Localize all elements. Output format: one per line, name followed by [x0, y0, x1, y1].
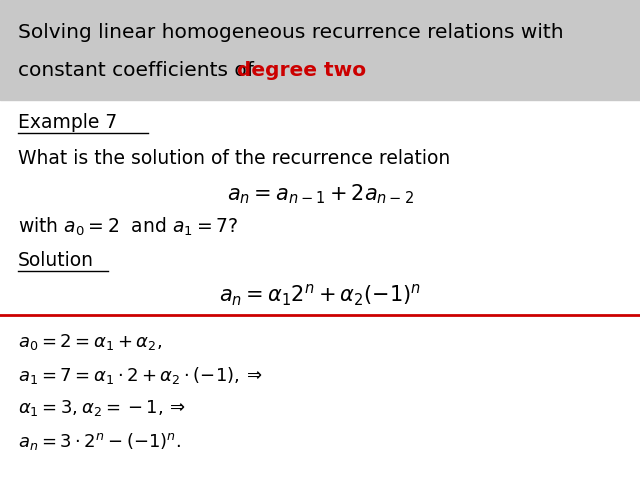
- Bar: [0, 0, 640, 100]
- Text: $a_1 = 7 = \alpha_1 \cdot 2 + \alpha_2 \cdot (-1), \Rightarrow$: $a_1 = 7 = \alpha_1 \cdot 2 + \alpha_2 \…: [18, 364, 262, 385]
- Text: $a_0 = 2 = \alpha_1 + \alpha_2,$: $a_0 = 2 = \alpha_1 + \alpha_2,$: [18, 332, 162, 352]
- Text: Solution: Solution: [18, 251, 94, 269]
- Text: $a_n = a_{n-1} + 2a_{n-2}$: $a_n = a_{n-1} + 2a_{n-2}$: [227, 182, 413, 206]
- Text: with $a_0 = 2$  and $a_1 = 7$?: with $a_0 = 2$ and $a_1 = 7$?: [18, 216, 238, 238]
- Text: $\alpha_1 = 3, \alpha_2 = -1, \Rightarrow$: $\alpha_1 = 3, \alpha_2 = -1, \Rightarro…: [18, 398, 186, 418]
- Text: Solving linear homogeneous recurrence relations with: Solving linear homogeneous recurrence re…: [18, 23, 564, 41]
- Text: Example 7: Example 7: [18, 112, 117, 132]
- Text: $a_n = 3 \cdot 2^n - (-1)^n.$: $a_n = 3 \cdot 2^n - (-1)^n.$: [18, 431, 181, 452]
- Text: What is the solution of the recurrence relation: What is the solution of the recurrence r…: [18, 148, 451, 168]
- Text: constant coefficients of: constant coefficients of: [18, 60, 260, 80]
- Text: degree two: degree two: [237, 60, 366, 80]
- Text: $a_n = \alpha_1 2^n + \alpha_2(-1)^n$: $a_n = \alpha_1 2^n + \alpha_2(-1)^n$: [219, 282, 421, 308]
